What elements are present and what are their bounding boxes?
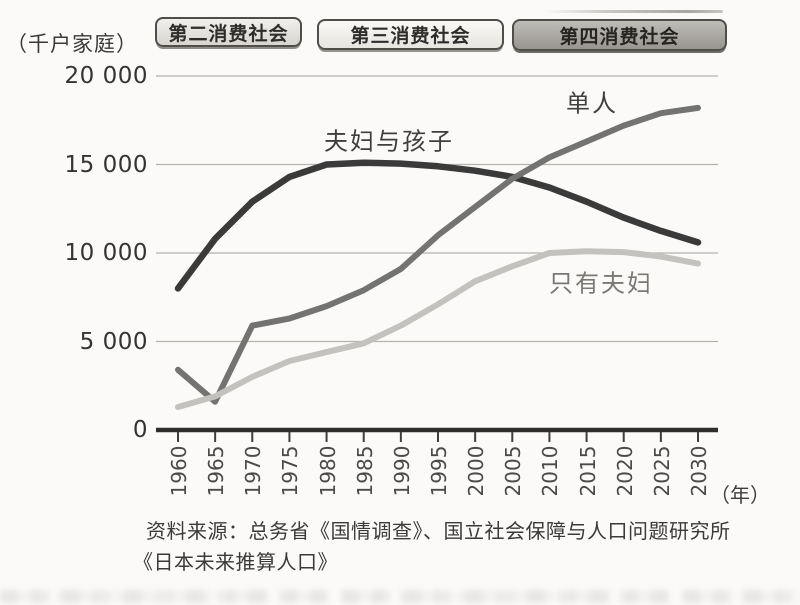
y-axis-tick-label: 0 bbox=[132, 417, 148, 443]
x-axis-tick-label: 1970 bbox=[241, 445, 266, 497]
era-banner-fourth-consumer-society: 第四消费社会 bbox=[512, 19, 727, 51]
x-axis-tick-label: 1985 bbox=[352, 445, 377, 497]
series-label: 夫妇与孩子 bbox=[324, 128, 454, 156]
y-axis-tick-label: 20 000 bbox=[64, 63, 148, 89]
series-label: 单人 bbox=[566, 90, 618, 118]
series-label: 只有夫妇 bbox=[549, 270, 653, 298]
era-banner-third-consumer-society: 第三消费社会 bbox=[317, 19, 504, 50]
series-line-1 bbox=[174, 159, 702, 292]
x-axis-tick-label: 2015 bbox=[575, 445, 600, 497]
y-axis-tick-label: 5 000 bbox=[79, 328, 148, 355]
era-banner-label: 第三消费社会 bbox=[350, 26, 471, 47]
x-axis-tick-label: 1980 bbox=[315, 445, 340, 497]
y-axis-tick-label: 10 000 bbox=[64, 240, 148, 266]
x-axis-tick-label: 2020 bbox=[612, 445, 637, 497]
x-axis-tick-label: 1960 bbox=[167, 445, 191, 497]
x-axis-tick-label: 1990 bbox=[389, 445, 414, 497]
y-axis-tick-label: 15 000 bbox=[64, 151, 148, 178]
series-line-2 bbox=[175, 104, 701, 405]
scan-artifact-bottom-blur bbox=[0, 590, 800, 603]
series-line-3 bbox=[175, 248, 701, 410]
x-axis-unit-label: （年） bbox=[710, 485, 770, 507]
era-banner-label: 第二消费社会 bbox=[168, 23, 289, 45]
source-line-1: 资料来源：总务省《国情调查》、国立社会保障与人口问题研究所 bbox=[146, 521, 731, 543]
scan-artifact-top-line bbox=[545, 10, 723, 13]
x-axis-tick-label: 2000 bbox=[464, 445, 489, 497]
x-axis-tick-label: 1975 bbox=[278, 445, 303, 497]
era-banner-label: 第四消费社会 bbox=[559, 26, 680, 48]
era-banner-second-consumer-society: 第二消费社会 bbox=[155, 17, 302, 47]
x-axis-tick-label: 1995 bbox=[427, 445, 451, 497]
source-line-2: 《日本未来推算人口》 bbox=[133, 552, 338, 574]
y-axis-unit-label: （千户家庭） bbox=[6, 33, 138, 56]
x-axis-tick-label: 2025 bbox=[649, 445, 674, 497]
x-axis-tick-label: 1965 bbox=[204, 445, 229, 497]
source-citation: 资料来源：总务省《国情调查》、国立社会保障与人口问题研究所 《日本未来推算人口》 bbox=[133, 517, 731, 579]
x-axis-tick-label: 2010 bbox=[538, 445, 563, 497]
x-axis-tick-label: 2005 bbox=[501, 445, 526, 497]
x-axis-tick-label: 2030 bbox=[687, 445, 711, 497]
